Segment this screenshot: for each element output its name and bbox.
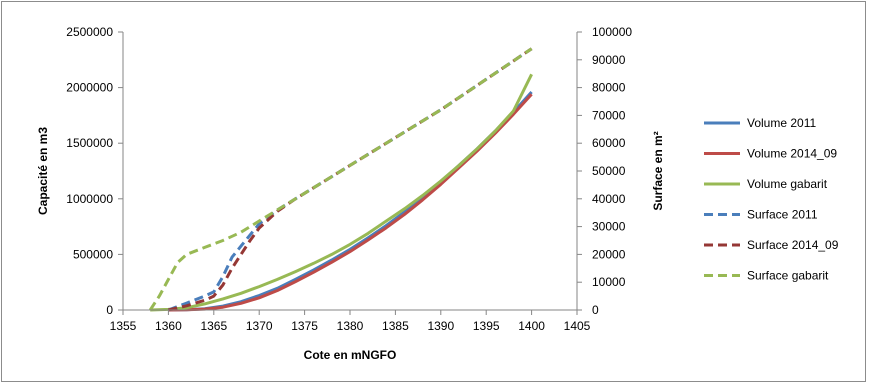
right-y-tick-label: 20000	[592, 247, 626, 261]
x-tick-label: 1375	[291, 319, 318, 333]
right-y-tick-label: 70000	[592, 108, 626, 122]
series-line-volume-2014-09	[168, 93, 533, 312]
right-y-tick-label: 40000	[592, 192, 626, 206]
right-y-tick-label: 0	[592, 303, 599, 317]
series-line-surface-2011	[167, 47, 533, 312]
legend-label: Surface gabarit	[747, 269, 829, 283]
right-y-tick-label: 100000	[592, 25, 632, 39]
legend-label: Volume 2014_09	[747, 147, 837, 161]
x-axis-label: Cote en mNGFO	[304, 348, 397, 362]
x-tick-label: 1395	[473, 319, 500, 333]
series-line-surface-2014-09	[168, 47, 533, 312]
right-y-tick-label: 10000	[592, 275, 626, 289]
right-y-axis-label: Surface en m²	[651, 131, 665, 210]
right-y-tick-label: 30000	[592, 220, 626, 234]
series-line-volume-gabarit	[150, 73, 533, 312]
series-line-surface-gabarit	[148, 47, 533, 311]
series-line-volume-2011	[168, 90, 533, 312]
left-y-axis-label: Capacité en m3	[36, 127, 50, 215]
right-y-tick-label: 50000	[592, 164, 626, 178]
axes: 1355 1360 1365 1370 1375 1380 1385 1390 1395 1400…	[66, 25, 632, 333]
right-y-tick-label: 80000	[592, 81, 626, 95]
legend-label: Volume gabarit	[747, 177, 828, 191]
legend-label: Surface 2011	[747, 208, 818, 222]
left-y-tick-label: 500000	[73, 247, 113, 261]
x-tick-label: 1370	[246, 319, 273, 333]
legend-label: Surface 2014_09	[747, 238, 839, 252]
legend: Volume 2011 Volume 2014_09 Volume gabarit S…	[704, 116, 839, 283]
right-y-tick-label: 90000	[592, 53, 626, 67]
x-tick-label: 1390	[427, 319, 454, 333]
right-y-tick-label: 60000	[592, 136, 626, 150]
legend-label: Volume 2011	[747, 116, 816, 130]
x-tick-label: 1355	[110, 319, 137, 333]
left-y-tick-label: 2000000	[66, 81, 113, 95]
x-tick-label: 1405	[564, 319, 591, 333]
x-tick-label: 1385	[382, 319, 409, 333]
left-y-tick-label: 1000000	[66, 192, 113, 206]
x-tick-label: 1360	[155, 319, 182, 333]
x-tick-label: 1380	[337, 319, 364, 333]
left-y-tick-label: 0	[106, 303, 113, 317]
left-y-tick-label: 2500000	[66, 25, 113, 39]
left-y-tick-label: 1500000	[66, 136, 113, 150]
x-tick-label: 1400	[518, 319, 545, 333]
plot-lines	[148, 47, 533, 312]
x-tick-label: 1365	[200, 319, 227, 333]
